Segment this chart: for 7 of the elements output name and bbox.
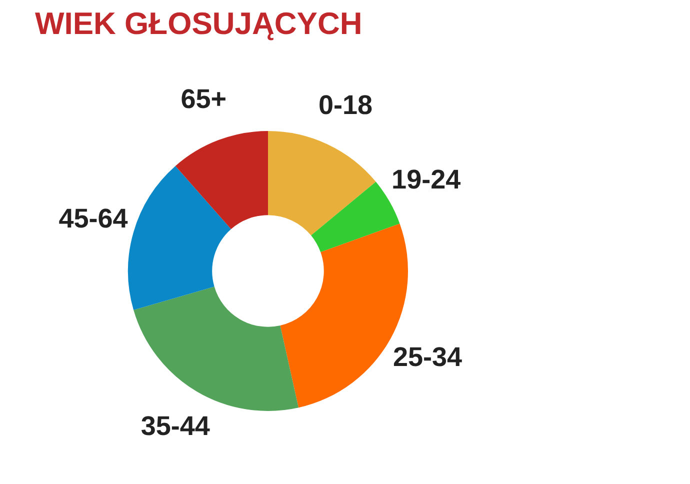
slice-label: 35-44 [140, 411, 210, 442]
chart-title: WIEK GŁOSUJĄCYCH [35, 6, 362, 42]
slice-label: 0-18 [318, 90, 373, 120]
slice-label: 65+ [180, 84, 227, 114]
slice-label: 19-24 [392, 164, 461, 194]
slice-label: 45-64 [58, 204, 128, 234]
slice-label: 25-34 [392, 342, 462, 372]
